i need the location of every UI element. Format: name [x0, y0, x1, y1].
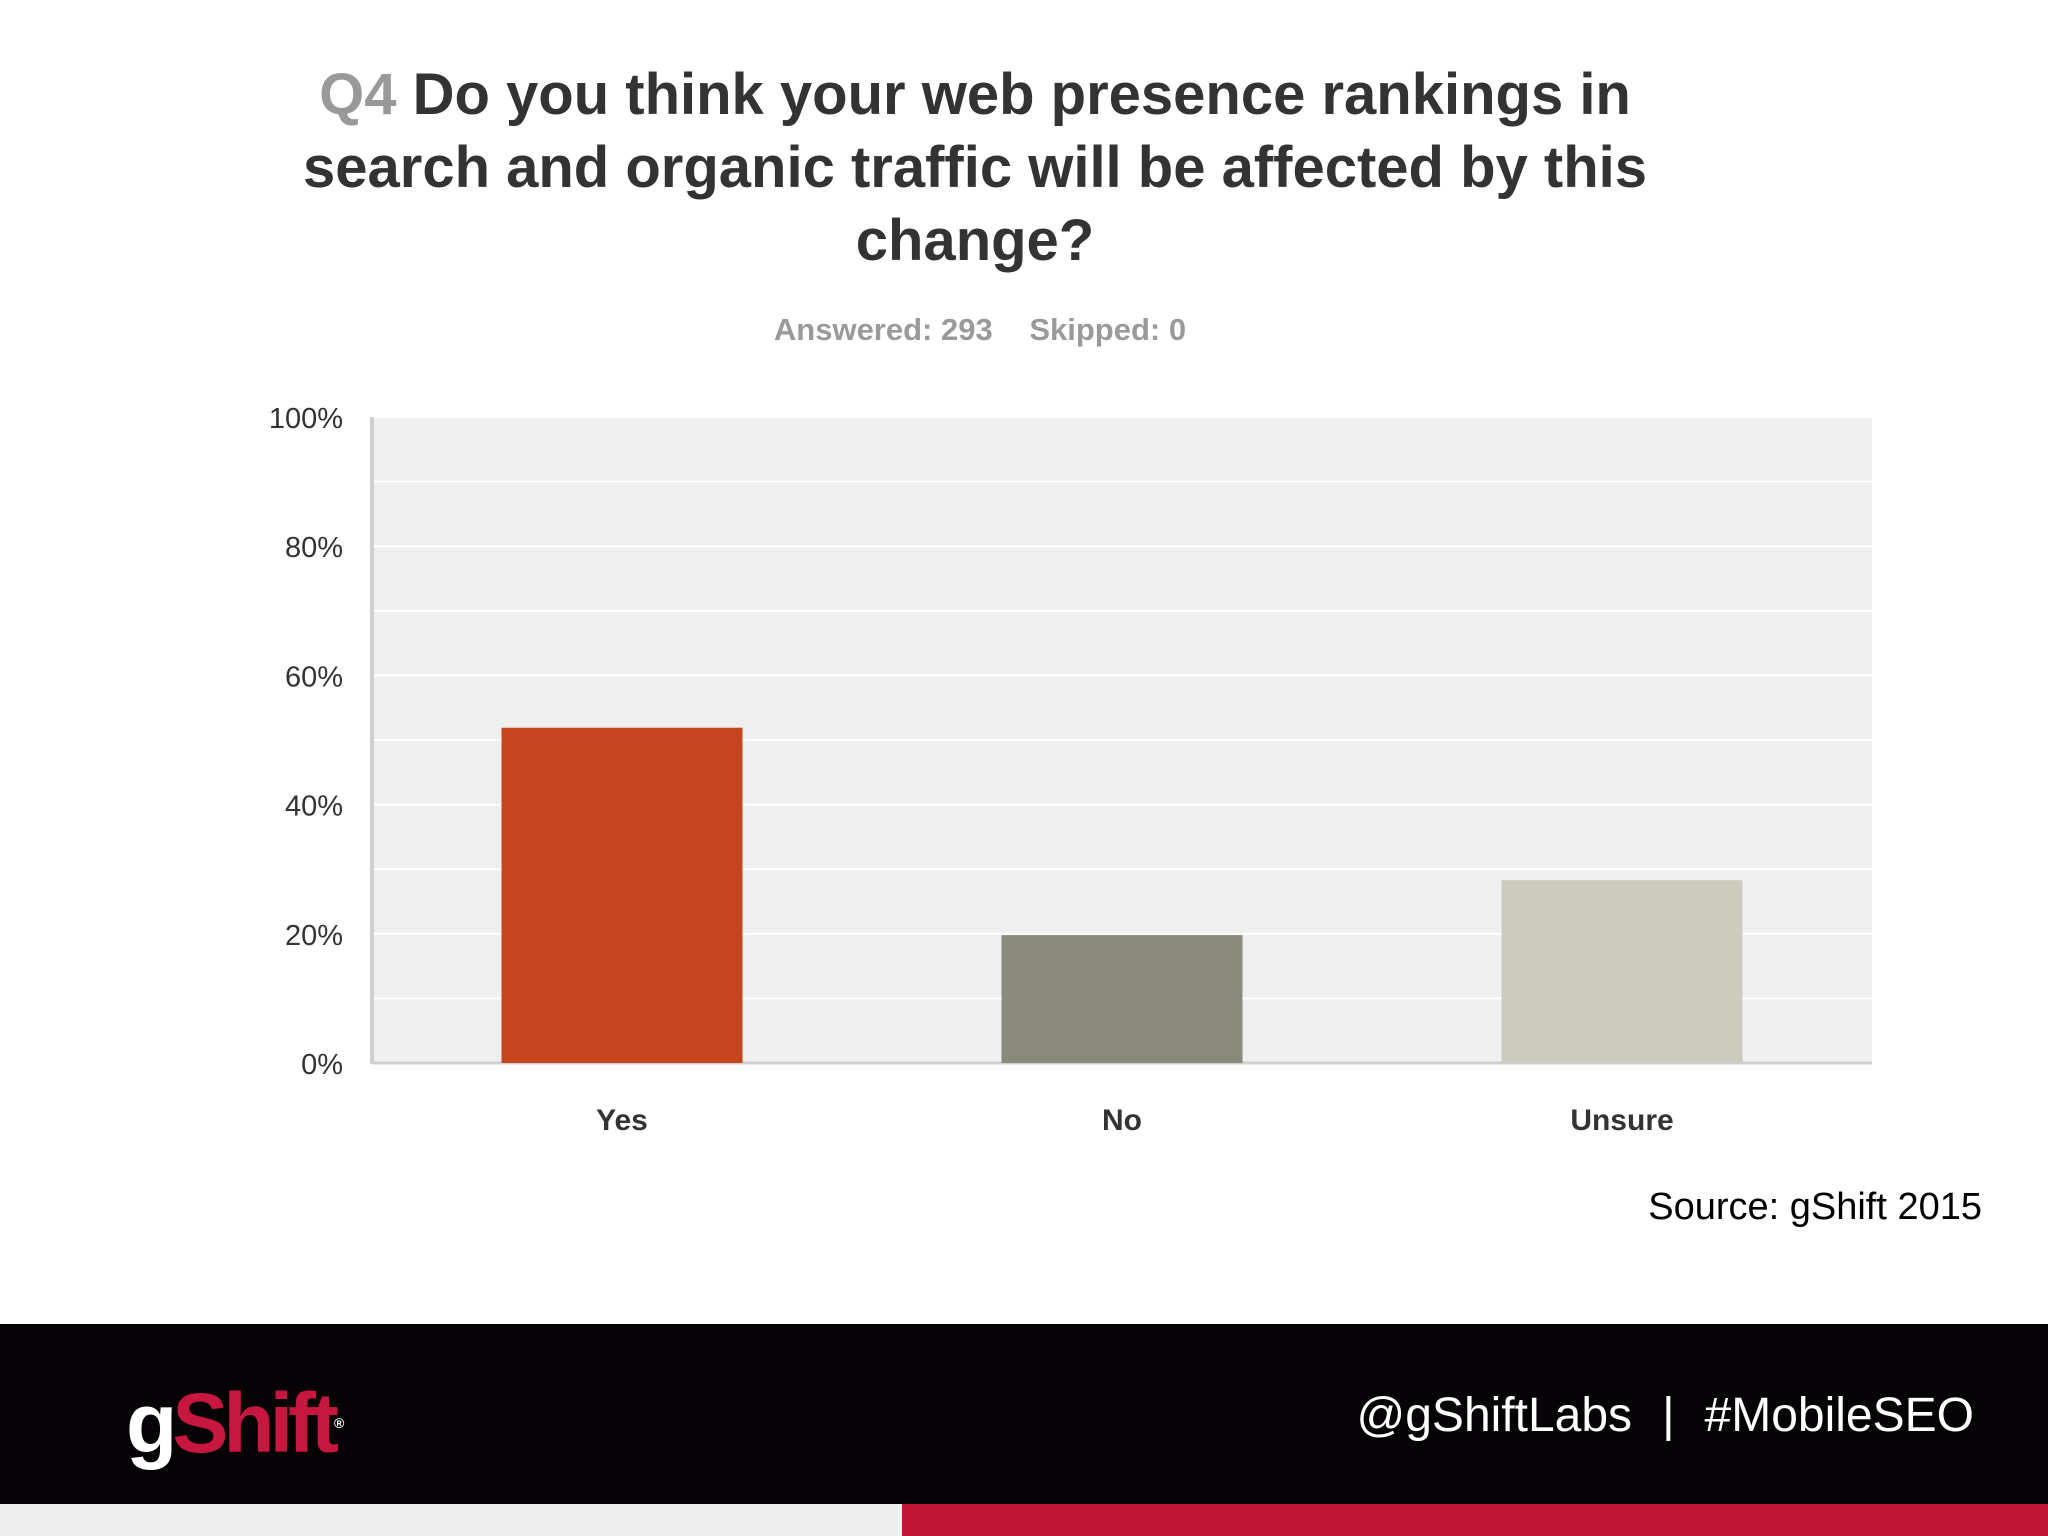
bar-no: [1001, 935, 1243, 1063]
footer-bar: gShift® @gShiftLabs | #MobileSEO: [0, 1324, 2048, 1504]
source-note: Source: gShift 2015: [1648, 1186, 1982, 1228]
bar-yes: [501, 727, 743, 1063]
bottom-band-grey: [0, 1504, 902, 1536]
y-tick-label: 60%: [285, 661, 343, 693]
social-tags: @gShiftLabs | #MobileSEO: [1357, 1386, 1975, 1446]
skipped-count: Skipped: 0: [1029, 312, 1187, 347]
y-tick-label: 100%: [269, 403, 343, 435]
x-tick-label: No: [1102, 1104, 1142, 1137]
twitter-handle: @gShiftLabs: [1356, 1389, 1633, 1442]
y-tick-label: 40%: [285, 791, 343, 823]
y-tick-label: 0%: [301, 1049, 343, 1081]
bar-chart: 0% 20% 40% 60% 80% 100% Yes No Unsure: [269, 403, 1872, 1137]
hashtag: #MobileSEO: [1704, 1389, 1974, 1442]
x-tick-label: Yes: [596, 1104, 648, 1137]
gshift-logo: gShift®: [126, 1376, 345, 1470]
answered-count: Answered: 293: [773, 312, 993, 347]
bar-unsure: [1501, 880, 1743, 1063]
question-text: Do you think your web presence rankings …: [302, 62, 1648, 273]
y-tick-label: 20%: [285, 920, 343, 952]
response-stats: Answered: 293 Skipped: 0: [0, 312, 1960, 348]
y-tick-label: 80%: [285, 532, 343, 564]
x-tick-label: Unsure: [1570, 1104, 1673, 1137]
question-number: Q4: [319, 62, 397, 127]
question-title: Q4 Do you think your web presence rankin…: [300, 58, 1650, 277]
separator: |: [1662, 1389, 1675, 1442]
bottom-band-red: [902, 1504, 2048, 1536]
